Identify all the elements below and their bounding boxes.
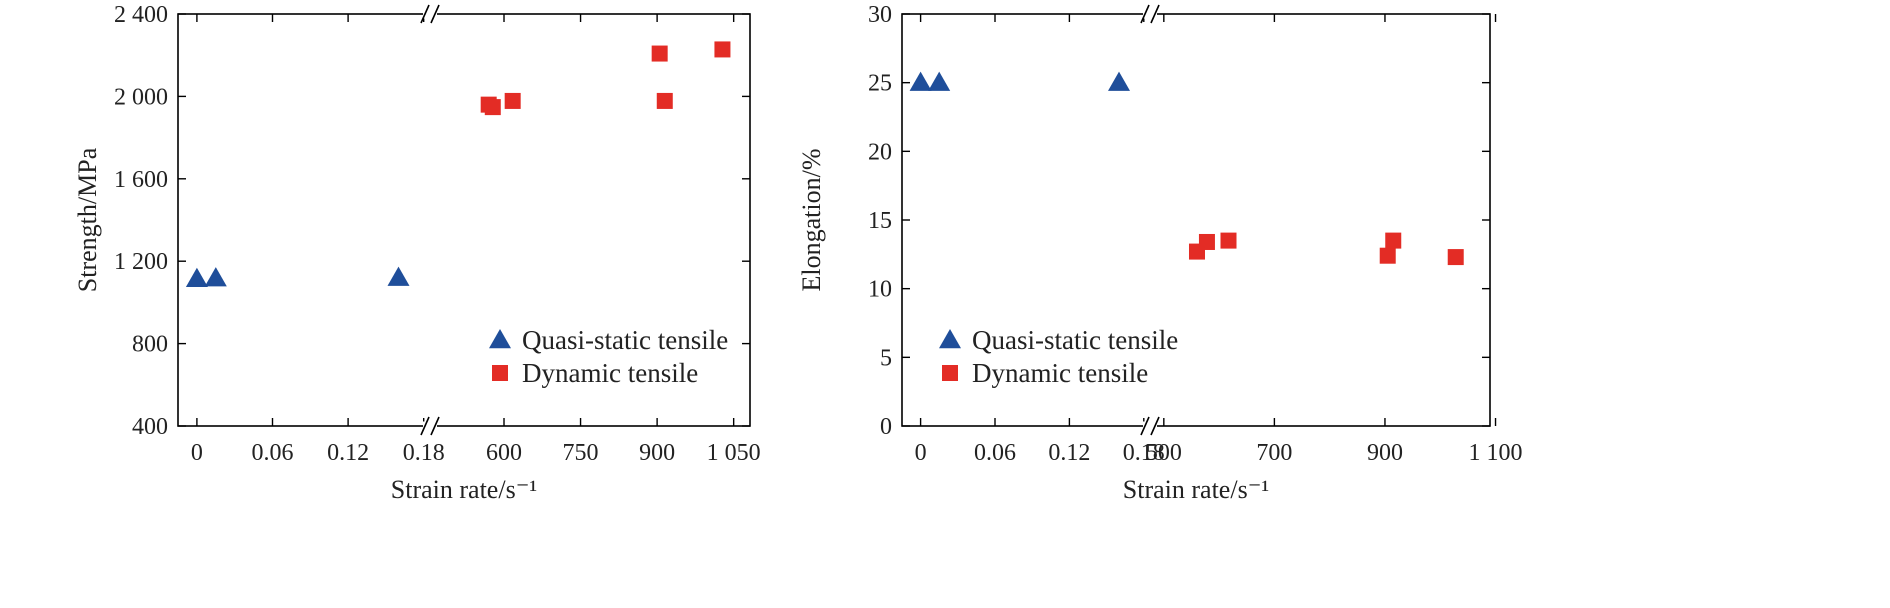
y-tick-label: 1 600 [114,167,168,193]
x-tick-label: 0 [915,440,927,466]
y-tick-label: 10 [868,277,892,303]
legend-label: Dynamic tensile [972,358,1148,388]
legend-label: Quasi-static tensile [972,325,1178,355]
axis-break-mark [420,4,430,24]
dynamic-point [1447,249,1464,266]
y-tick-label: 1 200 [114,249,168,275]
axis-break-mark [1140,416,1150,436]
y-tick-label: 2 000 [114,84,168,110]
y-tick-label: 20 [868,139,892,165]
x-tick-label: 1 100 [1469,440,1523,466]
quasi-static-point [185,267,208,287]
dynamic-point [651,45,668,62]
y-tick-label: 15 [868,208,892,234]
x-tick-label: 1 050 [707,440,761,466]
x-tick-label: 0.18 [403,440,445,466]
y-axis-title: Elongation/% [797,149,826,292]
quasi-static-point [204,267,227,287]
y-tick-label: 2 400 [114,2,168,28]
y-tick-label: 30 [868,2,892,28]
legend-marker [489,329,511,349]
x-tick-label: 0 [191,440,203,466]
quasi-static-point [928,71,951,91]
y-axis-title: Strength/MPa [73,147,102,292]
x-tick-label: 0.06 [974,440,1016,466]
quasi-static-point [909,71,932,91]
x-tick-label: 900 [1367,440,1403,466]
legend-marker [942,365,958,381]
dynamic-point [1379,247,1396,264]
plot-frame [177,13,751,427]
x-tick-label: 0.06 [252,440,294,466]
x-tick-label: 0.12 [1048,440,1090,466]
dynamic-point [1220,232,1237,249]
x-tick-label: 900 [639,440,675,466]
dynamic-point [1198,233,1215,250]
y-tick-label: 25 [868,71,892,97]
quasi-static-point [1108,71,1130,91]
legend-marker [939,329,961,349]
axis-break-mark [1150,416,1160,436]
x-tick-label: 600 [486,440,522,466]
dynamic-point [714,41,731,58]
y-tick-label: 0 [880,414,892,440]
axis-break-mark [430,4,440,24]
axis-break-mark [420,416,430,436]
x-tick-label: 700 [1256,440,1292,466]
x-axis-title: Strain rate/s⁻¹ [1123,475,1269,504]
dynamic-point [656,92,673,109]
legend-marker [492,365,508,381]
y-tick-label: 800 [132,332,168,358]
legend-label: Dynamic tensile [522,358,698,388]
y-tick-label: 400 [132,414,168,440]
y-tick-label: 5 [880,345,892,371]
dynamic-point [484,99,501,116]
x-tick-label: 750 [563,440,599,466]
x-tick-label: 500 [1146,440,1182,466]
axis-break-mark [1140,4,1150,24]
dynamic-point [504,92,521,109]
x-axis-title: Strain rate/s⁻¹ [391,475,537,504]
x-tick-label: 0.18 [1123,440,1165,466]
axis-break-mark [1150,4,1160,24]
legend-label: Quasi-static tensile [522,325,728,355]
dynamic-point [1385,232,1402,249]
x-tick-label: 0.12 [327,440,369,466]
axis-break-mark [430,416,440,436]
quasi-static-point [387,266,410,286]
strength-chart: 400 800 1 200 1 600 2 000 2 400 0 0.06 0.12 0.18 6… [73,2,761,504]
